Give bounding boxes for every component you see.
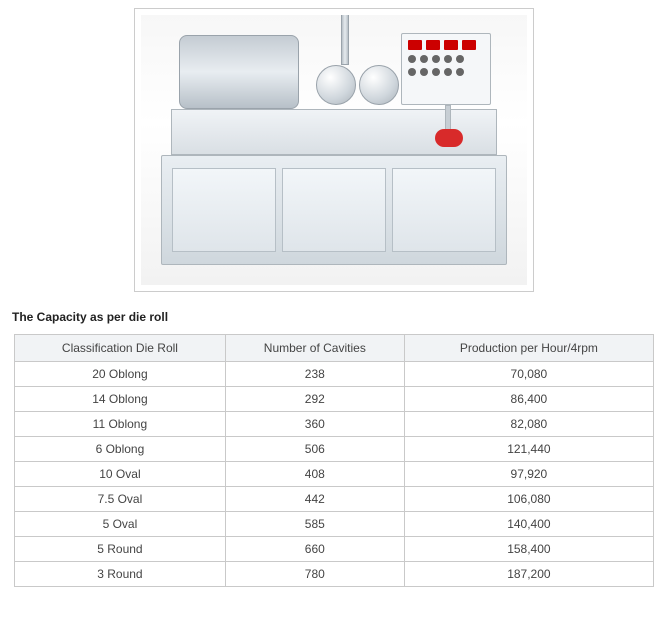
cell-cavities: 442 (225, 487, 404, 512)
table-row: 11 Oblong36082,080 (15, 412, 654, 437)
panel-button-icon (432, 55, 440, 63)
panel-button-icon (444, 68, 452, 76)
display-led (426, 40, 440, 50)
table-row: 3 Round780187,200 (15, 562, 654, 587)
cell-production: 187,200 (404, 562, 653, 587)
cell-production: 86,400 (404, 387, 653, 412)
cell-cavities: 660 (225, 537, 404, 562)
cell-production: 140,400 (404, 512, 653, 537)
die-roller (316, 65, 356, 105)
table-row: 5 Oval585140,400 (15, 512, 654, 537)
base-panel (282, 168, 385, 252)
capacity-table: Classification Die Roll Number of Caviti… (14, 334, 654, 587)
panel-button-icon (444, 55, 452, 63)
col-header-classification: Classification Die Roll (15, 335, 226, 362)
cell-cavities: 506 (225, 437, 404, 462)
cell-classification: 14 Oblong (15, 387, 226, 412)
cell-classification: 5 Oval (15, 512, 226, 537)
table-row: 20 Oblong23870,080 (15, 362, 654, 387)
machine-drum (179, 35, 299, 109)
cell-cavities: 360 (225, 412, 404, 437)
cell-classification: 5 Round (15, 537, 226, 562)
feed-arm (341, 15, 349, 65)
cell-classification: 3 Round (15, 562, 226, 587)
display-led (462, 40, 476, 50)
cell-cavities: 585 (225, 512, 404, 537)
table-row: 14 Oblong29286,400 (15, 387, 654, 412)
display-led (408, 40, 422, 50)
col-header-cavities: Number of Cavities (225, 335, 404, 362)
table-row: 5 Round660158,400 (15, 537, 654, 562)
control-panel (401, 33, 491, 105)
cell-production: 70,080 (404, 362, 653, 387)
table-header-row: Classification Die Roll Number of Caviti… (15, 335, 654, 362)
panel-button-icon (432, 68, 440, 76)
cell-cavities: 292 (225, 387, 404, 412)
panel-button-icon (420, 68, 428, 76)
display-led (444, 40, 458, 50)
cell-classification: 10 Oval (15, 462, 226, 487)
machine-base (161, 155, 507, 265)
cell-production: 158,400 (404, 537, 653, 562)
cell-production: 82,080 (404, 412, 653, 437)
page-root: The Capacity as per die roll Classificat… (0, 0, 668, 607)
table-row: 7.5 Oval442106,080 (15, 487, 654, 512)
cell-cavities: 780 (225, 562, 404, 587)
cell-classification: 7.5 Oval (15, 487, 226, 512)
product-image (141, 15, 527, 285)
col-header-production: Production per Hour/4rpm (404, 335, 653, 362)
panel-button-icon (408, 68, 416, 76)
table-row: 10 Oval40897,920 (15, 462, 654, 487)
section-title: The Capacity as per die roll (12, 310, 658, 324)
cell-classification: 20 Oblong (15, 362, 226, 387)
table-body: 20 Oblong23870,08014 Oblong29286,40011 O… (15, 362, 654, 587)
cell-production: 97,920 (404, 462, 653, 487)
panel-button-icon (456, 55, 464, 63)
die-roller (359, 65, 399, 105)
machine-illustration (161, 35, 507, 265)
panel-button-icon (420, 55, 428, 63)
brand-badge-icon (435, 129, 463, 147)
cell-production: 106,080 (404, 487, 653, 512)
cell-classification: 6 Oblong (15, 437, 226, 462)
base-panel (392, 168, 495, 252)
cell-classification: 11 Oblong (15, 412, 226, 437)
base-panel (172, 168, 275, 252)
product-image-frame (134, 8, 534, 292)
panel-button-icon (408, 55, 416, 63)
panel-button-icon (456, 68, 464, 76)
cell-cavities: 408 (225, 462, 404, 487)
table-row: 6 Oblong506121,440 (15, 437, 654, 462)
cell-production: 121,440 (404, 437, 653, 462)
cell-cavities: 238 (225, 362, 404, 387)
